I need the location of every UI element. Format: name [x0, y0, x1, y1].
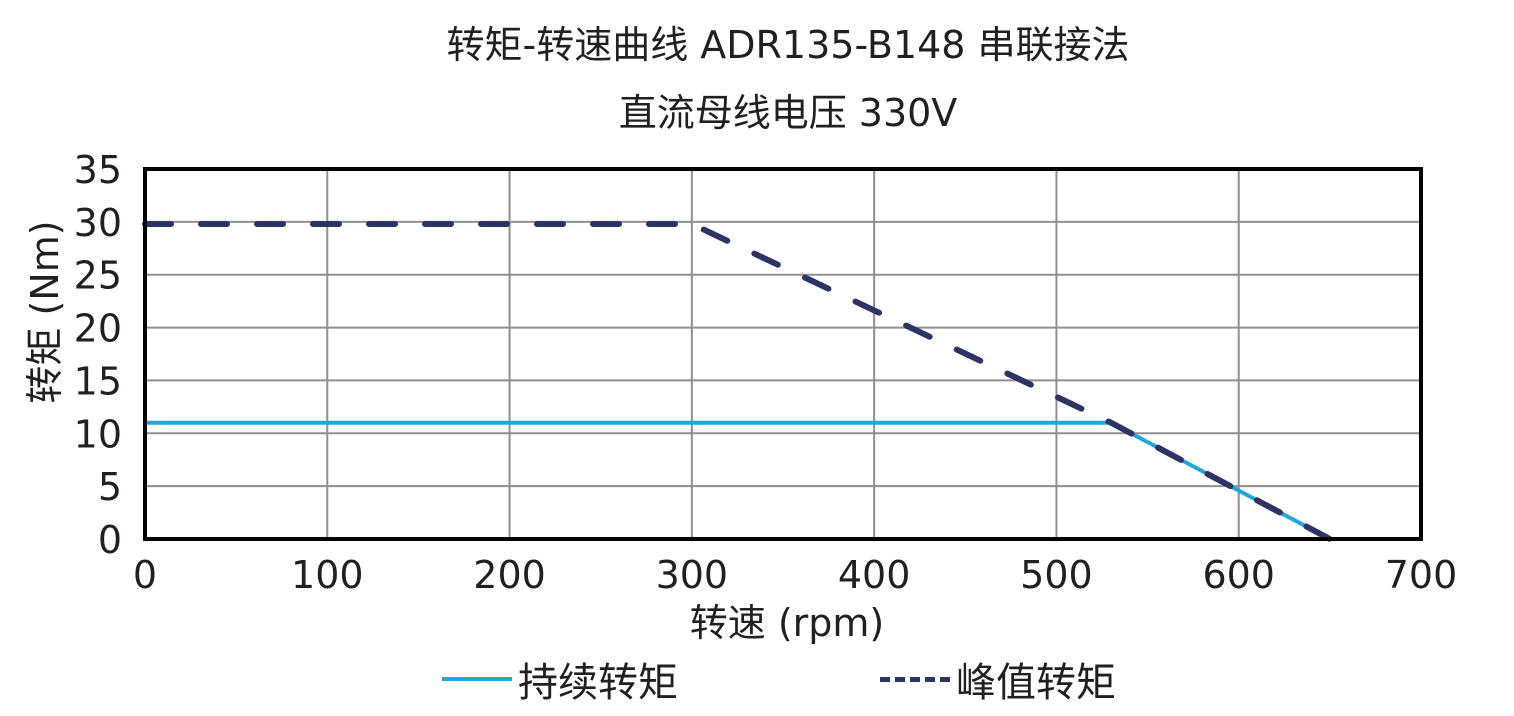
data-series	[142, 220, 1333, 542]
dashed-line-swatch-icon	[880, 676, 950, 682]
y-tick-label: 0	[98, 518, 122, 562]
y-tick-label: 15	[74, 359, 122, 403]
y-tick-labels: 0 5 10 15 20 25 30 35	[74, 148, 122, 562]
x-tick-labels: 0 100 200 300 400 500 600 700	[133, 553, 1457, 597]
y-tick-label: 5	[98, 465, 122, 509]
x-tick-label: 0	[133, 553, 157, 597]
x-tick-label: 400	[838, 553, 911, 597]
y-tick-label: 25	[74, 254, 122, 298]
legend-label-peak: 峰值转矩	[956, 660, 1116, 706]
x-tick-label: 500	[1020, 553, 1093, 597]
y-tick-label: 20	[74, 307, 122, 351]
legend-item-continuous: 持续转矩	[442, 650, 678, 708]
y-tick-label: 30	[74, 201, 122, 245]
x-axis-label: 转速 (rpm)	[690, 601, 885, 645]
plot-frame	[143, 167, 1423, 541]
x-tick-label: 300	[656, 553, 729, 597]
x-tick-label: 100	[291, 553, 364, 597]
legend-label-continuous: 持续转矩	[518, 660, 678, 706]
solid-line-swatch-icon	[442, 677, 512, 681]
x-tick-label: 700	[1385, 553, 1458, 597]
continuous-torque-line	[143, 420, 1332, 541]
chart-title: 转矩-转速曲线 ADR135-B148 串联接法	[446, 23, 1130, 67]
x-tick-label: 200	[473, 553, 546, 597]
x-tick-label: 600	[1202, 553, 1275, 597]
legend-item-peak: 峰值转矩	[880, 650, 1116, 708]
y-axis-label: 转矩 (Nm)	[23, 220, 67, 403]
y-tick-label: 35	[74, 148, 122, 192]
peak-torque-line	[142, 220, 1333, 542]
chart-subtitle: 直流母线电压 330V	[618, 91, 958, 135]
y-tick-label: 10	[74, 412, 122, 456]
